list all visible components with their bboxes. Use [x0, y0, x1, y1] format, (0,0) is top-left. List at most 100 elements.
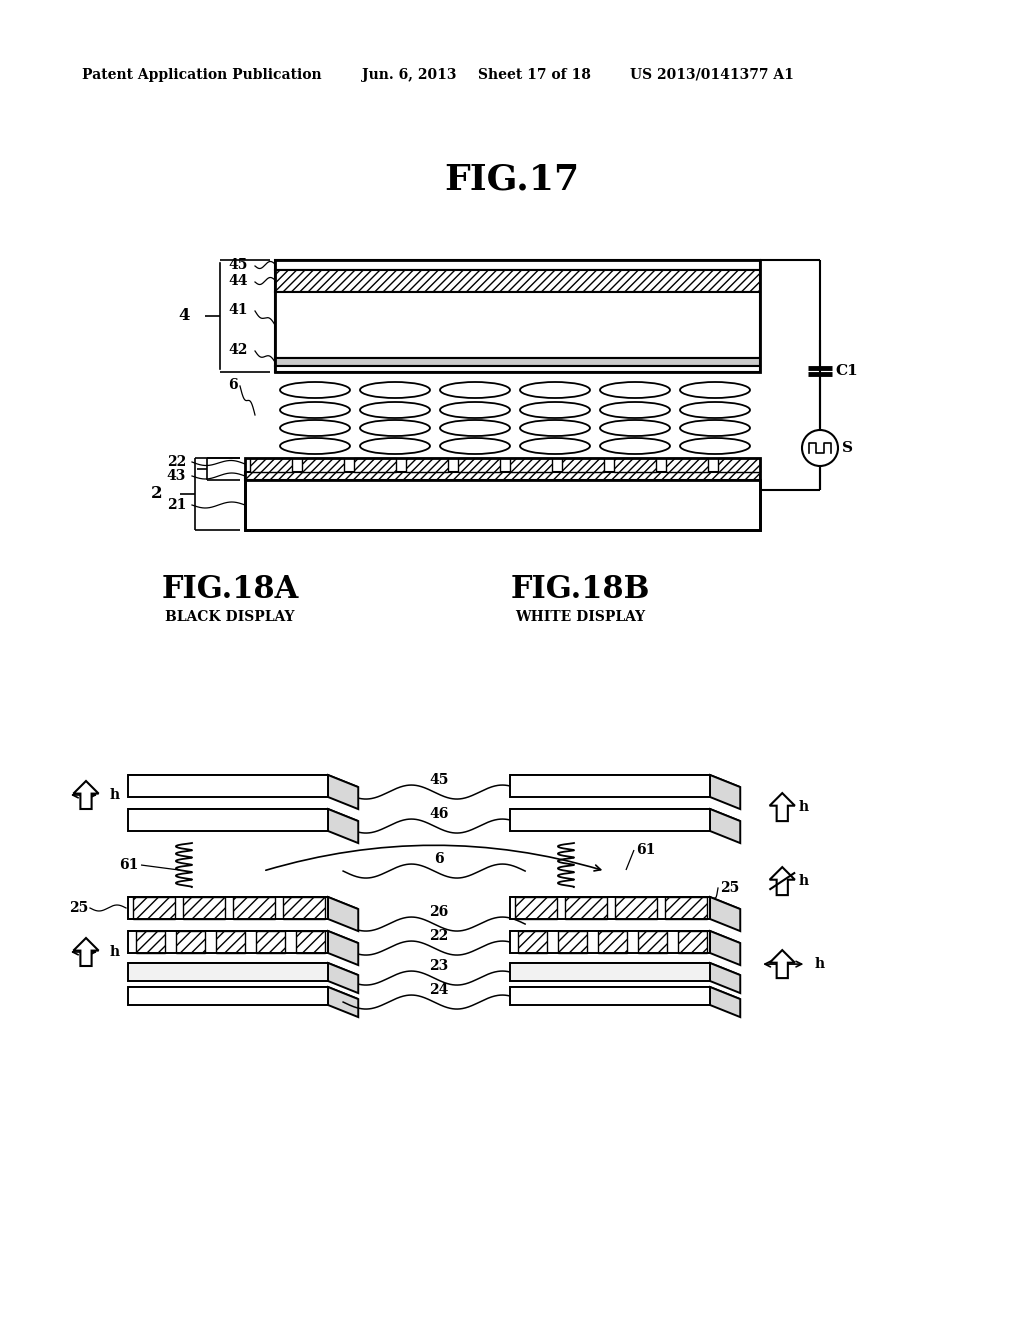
Text: 45: 45	[429, 774, 449, 787]
Ellipse shape	[440, 420, 510, 436]
Polygon shape	[128, 775, 328, 797]
Polygon shape	[74, 781, 98, 809]
Polygon shape	[128, 775, 358, 787]
Text: Sheet 17 of 18: Sheet 17 of 18	[478, 69, 591, 82]
Polygon shape	[710, 898, 740, 931]
Polygon shape	[328, 987, 358, 1018]
Polygon shape	[510, 775, 740, 787]
Polygon shape	[710, 809, 740, 843]
Ellipse shape	[360, 403, 430, 418]
Ellipse shape	[600, 420, 670, 436]
Bar	[354, 458, 396, 473]
Ellipse shape	[680, 438, 750, 454]
Ellipse shape	[600, 438, 670, 454]
Text: FIG.18A: FIG.18A	[162, 574, 299, 606]
Polygon shape	[74, 939, 98, 966]
Polygon shape	[510, 898, 740, 909]
Text: h: h	[110, 788, 120, 803]
Ellipse shape	[680, 381, 750, 399]
Text: FIG.17: FIG.17	[444, 162, 580, 197]
Ellipse shape	[520, 403, 590, 418]
Ellipse shape	[520, 438, 590, 454]
Polygon shape	[128, 964, 358, 975]
Bar	[275, 292, 760, 358]
Bar	[614, 458, 656, 473]
Text: 25: 25	[720, 880, 739, 895]
Ellipse shape	[440, 403, 510, 418]
Bar	[275, 260, 760, 271]
Polygon shape	[770, 867, 795, 895]
Text: 22: 22	[429, 929, 449, 942]
Bar	[406, 458, 449, 473]
Ellipse shape	[280, 438, 350, 454]
Ellipse shape	[680, 403, 750, 418]
Polygon shape	[128, 898, 328, 919]
Text: 61: 61	[636, 843, 655, 857]
Text: h: h	[814, 957, 824, 972]
Ellipse shape	[520, 420, 590, 436]
Text: 21: 21	[167, 498, 186, 512]
Polygon shape	[328, 809, 358, 843]
Polygon shape	[510, 987, 710, 1005]
Polygon shape	[710, 775, 740, 809]
Polygon shape	[328, 964, 358, 993]
Ellipse shape	[280, 420, 350, 436]
Polygon shape	[510, 809, 740, 821]
Bar	[245, 480, 760, 531]
Ellipse shape	[280, 403, 350, 418]
Ellipse shape	[600, 381, 670, 399]
Polygon shape	[328, 775, 358, 809]
Text: S: S	[842, 441, 853, 455]
Text: 23: 23	[429, 960, 449, 973]
Text: 42: 42	[228, 343, 248, 356]
Bar	[245, 458, 760, 531]
Polygon shape	[128, 809, 358, 821]
Bar	[275, 260, 760, 372]
Bar	[275, 366, 760, 372]
Text: 43: 43	[167, 469, 186, 483]
Ellipse shape	[280, 381, 350, 399]
Polygon shape	[328, 898, 358, 931]
Text: 46: 46	[429, 807, 449, 821]
Polygon shape	[510, 931, 740, 942]
Text: h: h	[799, 800, 808, 814]
Ellipse shape	[360, 381, 430, 399]
Text: Jun. 6, 2013: Jun. 6, 2013	[362, 69, 457, 82]
Bar	[250, 458, 292, 473]
Bar	[718, 458, 760, 473]
Polygon shape	[710, 987, 740, 1018]
Polygon shape	[128, 809, 328, 832]
Polygon shape	[510, 964, 710, 981]
Polygon shape	[510, 964, 740, 975]
Text: h: h	[799, 874, 808, 888]
Text: 4: 4	[178, 308, 190, 325]
Bar	[245, 473, 760, 480]
Bar	[302, 458, 344, 473]
Polygon shape	[710, 931, 740, 965]
Bar	[562, 458, 604, 473]
Polygon shape	[128, 964, 328, 981]
Ellipse shape	[360, 438, 430, 454]
Text: 45: 45	[228, 257, 248, 272]
Text: 61: 61	[120, 858, 139, 873]
Polygon shape	[128, 987, 358, 999]
Circle shape	[802, 430, 838, 466]
Bar	[510, 458, 552, 473]
Bar	[666, 458, 708, 473]
Text: 44: 44	[228, 275, 248, 288]
Polygon shape	[770, 950, 795, 978]
Text: WHITE DISPLAY: WHITE DISPLAY	[515, 610, 645, 624]
Polygon shape	[770, 793, 795, 821]
Polygon shape	[128, 931, 328, 953]
Ellipse shape	[520, 381, 590, 399]
Polygon shape	[128, 931, 358, 942]
Ellipse shape	[440, 381, 510, 399]
Ellipse shape	[440, 438, 510, 454]
Text: 6: 6	[228, 378, 238, 392]
Polygon shape	[510, 809, 710, 832]
Text: US 2013/0141377 A1: US 2013/0141377 A1	[630, 69, 794, 82]
Text: 22: 22	[167, 455, 186, 469]
Polygon shape	[710, 964, 740, 993]
Polygon shape	[510, 898, 710, 919]
Ellipse shape	[360, 420, 430, 436]
